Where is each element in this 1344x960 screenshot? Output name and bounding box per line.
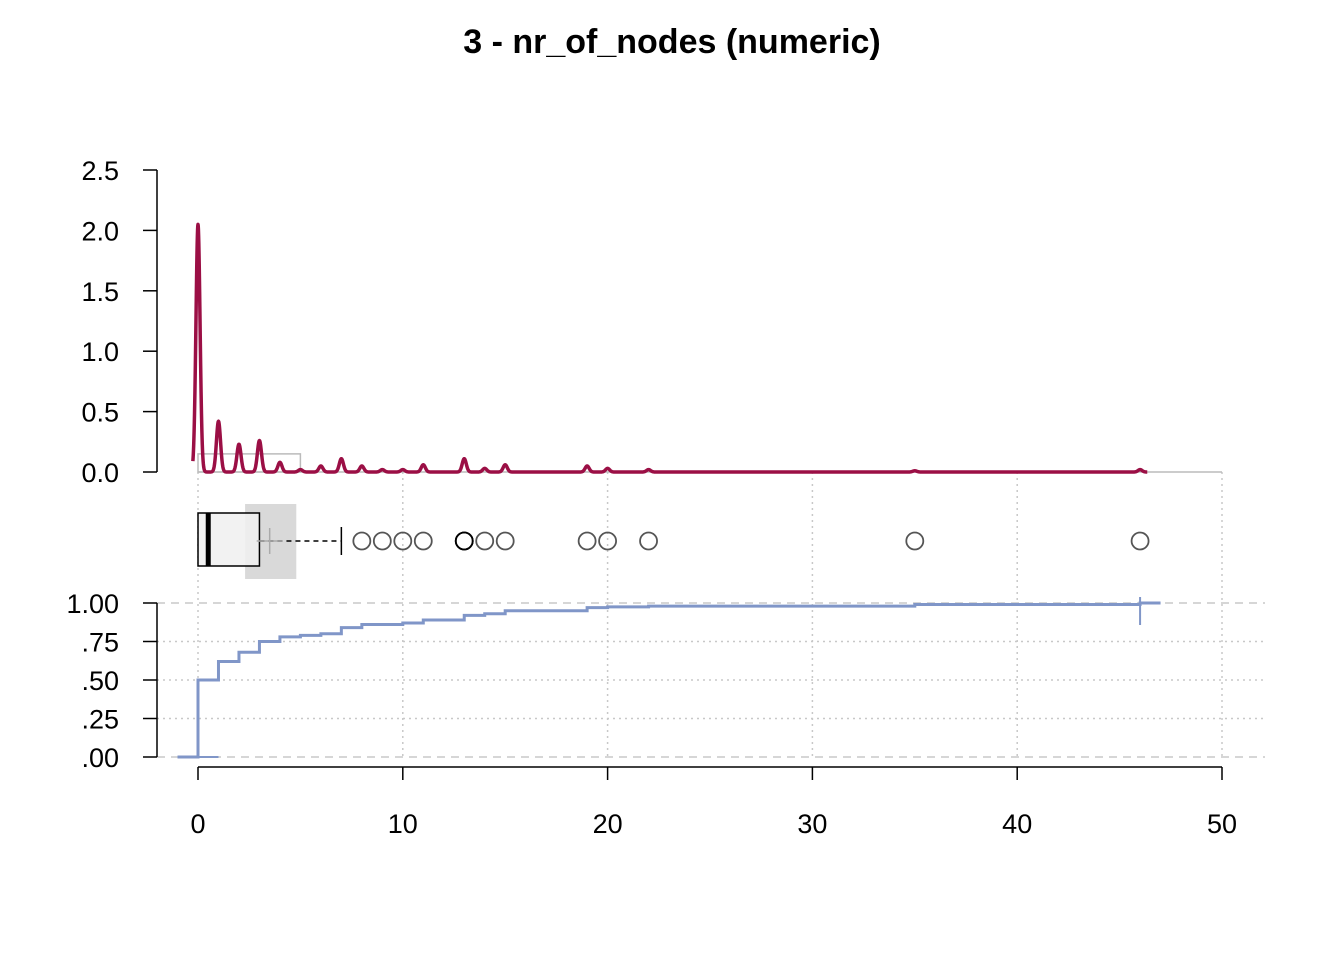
density-y-tick-label: 2.0 xyxy=(81,216,119,246)
x-axis: 0 10 20 30 40 50 xyxy=(190,766,1237,839)
outlier-point xyxy=(393,531,413,551)
outlier-point xyxy=(1130,531,1150,551)
ecdf-y-tick-label: 1.00 xyxy=(66,589,119,619)
outlier-point xyxy=(577,531,597,551)
outlier-point xyxy=(413,531,433,551)
x-tick-label: 10 xyxy=(388,809,418,839)
chart-title: 3 - nr_of_nodes (numeric) xyxy=(463,23,881,61)
x-tick-label: 20 xyxy=(593,809,623,839)
x-tick-label: 30 xyxy=(797,809,827,839)
x-tick-label: 50 xyxy=(1207,809,1237,839)
ecdf-panel: .00 .25 .50 .75 1.00 xyxy=(66,589,1161,773)
x-tick-label: 0 xyxy=(190,809,205,839)
ecdf-y-tick-label: .75 xyxy=(81,628,119,658)
outlier-point xyxy=(352,531,372,551)
outlier-point xyxy=(475,531,495,551)
outlier-point xyxy=(372,531,392,551)
outlier-point xyxy=(495,531,515,551)
density-y-tick-label: 1.0 xyxy=(81,337,119,367)
density-y-tick-label: 1.5 xyxy=(81,277,119,307)
outlier-point xyxy=(598,531,617,551)
ecdf-line xyxy=(177,601,1161,759)
ecdf-y-tick-label: .50 xyxy=(81,666,119,696)
grid-layer xyxy=(157,472,1265,758)
density-curve xyxy=(191,222,1149,474)
boxplot-panel xyxy=(197,504,1150,579)
outlier-point xyxy=(905,531,925,551)
density-y-tick-label: 0.0 xyxy=(81,458,119,488)
density-y-tick-label: 0.5 xyxy=(81,398,119,428)
x-tick-label: 40 xyxy=(1002,809,1032,839)
density-panel: 0.0 0.5 1.0 1.5 2.0 2.5 xyxy=(81,156,1222,488)
density-y-tick-label: 2.5 xyxy=(81,156,119,186)
outlier-point xyxy=(454,531,474,551)
ecdf-y-tick-label: .25 xyxy=(81,705,119,735)
outlier-point xyxy=(639,531,658,551)
ecdf-y-tick-label: .00 xyxy=(81,743,119,773)
